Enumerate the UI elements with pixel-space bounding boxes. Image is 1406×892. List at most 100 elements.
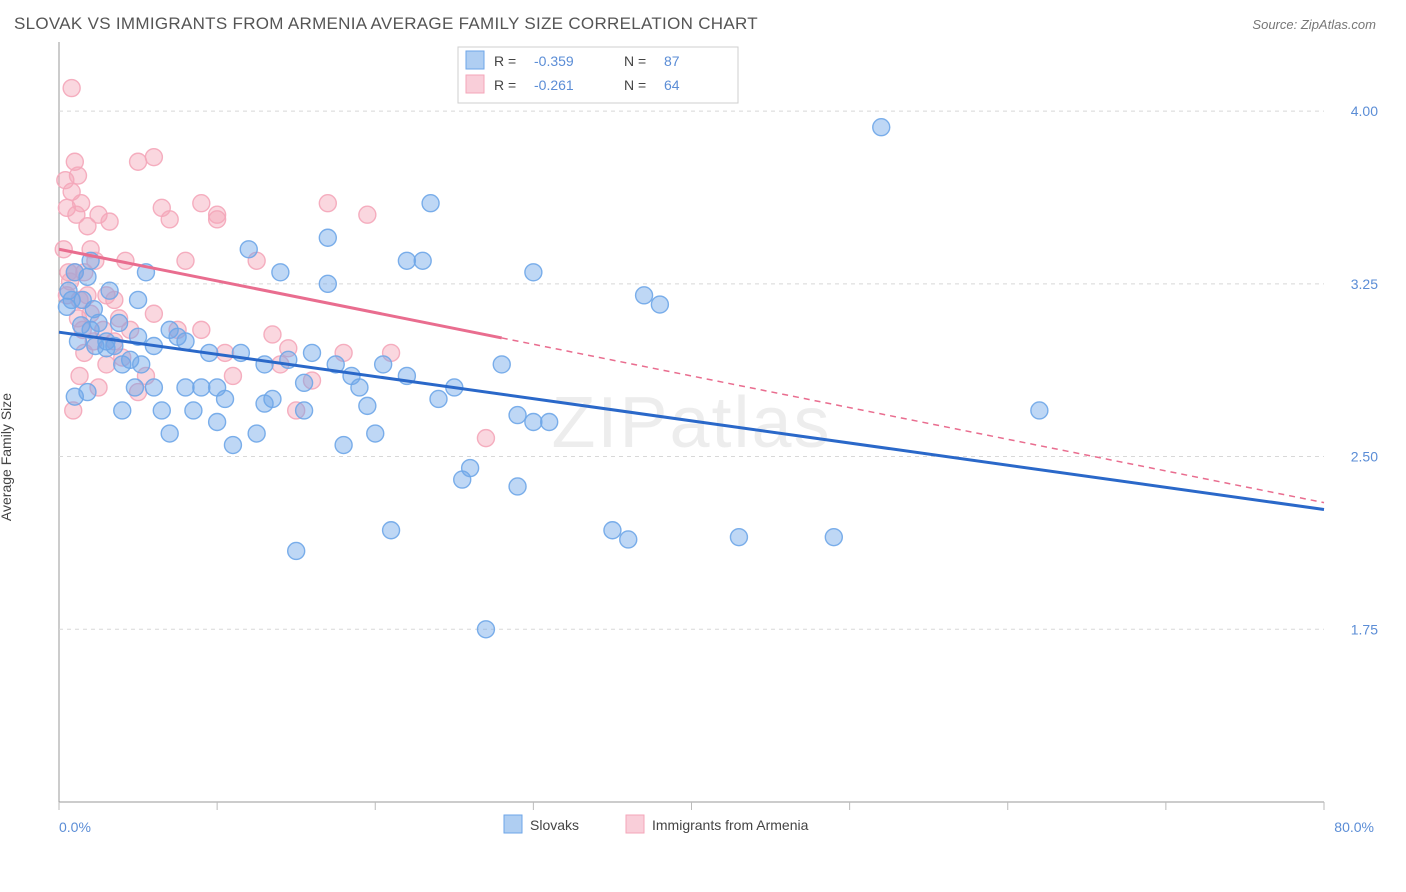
data-point bbox=[304, 344, 321, 361]
data-point bbox=[130, 153, 147, 170]
chart-source: Source: ZipAtlas.com bbox=[1252, 17, 1376, 32]
data-point bbox=[296, 374, 313, 391]
chart-title: SLOVAK VS IMMIGRANTS FROM ARMENIA AVERAG… bbox=[14, 14, 758, 34]
data-point bbox=[193, 379, 210, 396]
data-point bbox=[525, 264, 542, 281]
data-point bbox=[493, 356, 510, 373]
data-point bbox=[63, 80, 80, 97]
data-point bbox=[193, 195, 210, 212]
data-point bbox=[98, 356, 115, 373]
data-point bbox=[130, 291, 147, 308]
data-point bbox=[383, 522, 400, 539]
data-point bbox=[430, 390, 447, 407]
data-point bbox=[79, 268, 96, 285]
chart-area: Average Family Size 1.752.503.254.000.0%… bbox=[14, 42, 1392, 872]
data-point bbox=[79, 384, 96, 401]
data-point bbox=[319, 229, 336, 246]
data-point bbox=[209, 206, 226, 223]
data-point bbox=[509, 478, 526, 495]
data-point bbox=[114, 402, 131, 419]
svg-text:R =: R = bbox=[494, 77, 516, 93]
data-point bbox=[217, 390, 234, 407]
chart-header: SLOVAK VS IMMIGRANTS FROM ARMENIA AVERAG… bbox=[0, 0, 1406, 42]
data-point bbox=[101, 213, 118, 230]
legend-label: Immigrants from Armenia bbox=[652, 817, 809, 833]
data-point bbox=[541, 414, 558, 431]
svg-text:2.50: 2.50 bbox=[1351, 449, 1378, 465]
data-point bbox=[224, 367, 241, 384]
data-point bbox=[620, 531, 637, 548]
data-point bbox=[319, 275, 336, 292]
data-point bbox=[367, 425, 384, 442]
data-point bbox=[288, 542, 305, 559]
svg-text:80.0%: 80.0% bbox=[1334, 819, 1374, 835]
data-point bbox=[90, 314, 107, 331]
svg-text:-0.261: -0.261 bbox=[534, 77, 574, 93]
data-point bbox=[209, 414, 226, 431]
data-point bbox=[1031, 402, 1048, 419]
data-point bbox=[335, 437, 352, 454]
data-point bbox=[145, 305, 162, 322]
data-point bbox=[240, 241, 257, 258]
data-point bbox=[636, 287, 653, 304]
data-point bbox=[462, 460, 479, 477]
data-point bbox=[153, 402, 170, 419]
data-point bbox=[825, 529, 842, 546]
data-point bbox=[73, 195, 90, 212]
svg-text:N =: N = bbox=[624, 53, 646, 69]
data-point bbox=[477, 430, 494, 447]
data-point bbox=[398, 252, 415, 269]
data-point bbox=[351, 379, 368, 396]
svg-text:ZIPatlas: ZIPatlas bbox=[551, 383, 831, 463]
data-point bbox=[101, 282, 118, 299]
data-point bbox=[185, 402, 202, 419]
svg-text:87: 87 bbox=[664, 53, 680, 69]
data-point bbox=[477, 621, 494, 638]
data-point bbox=[359, 206, 376, 223]
data-point bbox=[111, 314, 128, 331]
svg-text:1.75: 1.75 bbox=[1351, 621, 1378, 637]
scatter-chart: 1.75 2.50 3.25 4.00 0.0% 80.0% ZIPatlas R = -0.3… bbox=[14, 42, 1392, 872]
data-point bbox=[193, 321, 210, 338]
data-point bbox=[873, 119, 890, 136]
data-point bbox=[69, 167, 86, 184]
legend-label: Slovaks bbox=[530, 817, 579, 833]
data-point bbox=[224, 437, 241, 454]
data-point bbox=[126, 379, 143, 396]
data-point bbox=[359, 397, 376, 414]
svg-text:R =: R = bbox=[494, 53, 516, 69]
data-point bbox=[177, 252, 194, 269]
data-point bbox=[161, 425, 178, 442]
svg-text:0.0%: 0.0% bbox=[59, 819, 91, 835]
data-point bbox=[375, 356, 392, 373]
data-point bbox=[256, 356, 273, 373]
svg-text:64: 64 bbox=[664, 77, 680, 93]
svg-text:-0.359: -0.359 bbox=[534, 53, 574, 69]
data-point bbox=[248, 425, 265, 442]
data-point bbox=[161, 211, 178, 228]
stats-legend: R = -0.359 N = 87 R = -0.261 N = 64 bbox=[458, 47, 738, 103]
legend-swatch bbox=[504, 815, 522, 833]
data-point bbox=[71, 367, 88, 384]
data-point bbox=[604, 522, 621, 539]
data-point bbox=[422, 195, 439, 212]
data-point bbox=[264, 326, 281, 343]
legend-swatch bbox=[626, 815, 644, 833]
data-point bbox=[217, 344, 234, 361]
data-point bbox=[296, 402, 313, 419]
data-point bbox=[145, 379, 162, 396]
svg-text:N =: N = bbox=[624, 77, 646, 93]
regression-line bbox=[59, 332, 1324, 509]
data-point bbox=[145, 149, 162, 166]
data-point bbox=[525, 414, 542, 431]
data-point bbox=[730, 529, 747, 546]
y-axis-label: Average Family Size bbox=[0, 393, 14, 521]
svg-text:3.25: 3.25 bbox=[1351, 276, 1378, 292]
data-point bbox=[264, 390, 281, 407]
data-point bbox=[177, 333, 194, 350]
data-point bbox=[272, 264, 289, 281]
data-point bbox=[133, 356, 150, 373]
data-point bbox=[509, 407, 526, 424]
data-point bbox=[651, 296, 668, 313]
svg-text:4.00: 4.00 bbox=[1351, 103, 1378, 119]
